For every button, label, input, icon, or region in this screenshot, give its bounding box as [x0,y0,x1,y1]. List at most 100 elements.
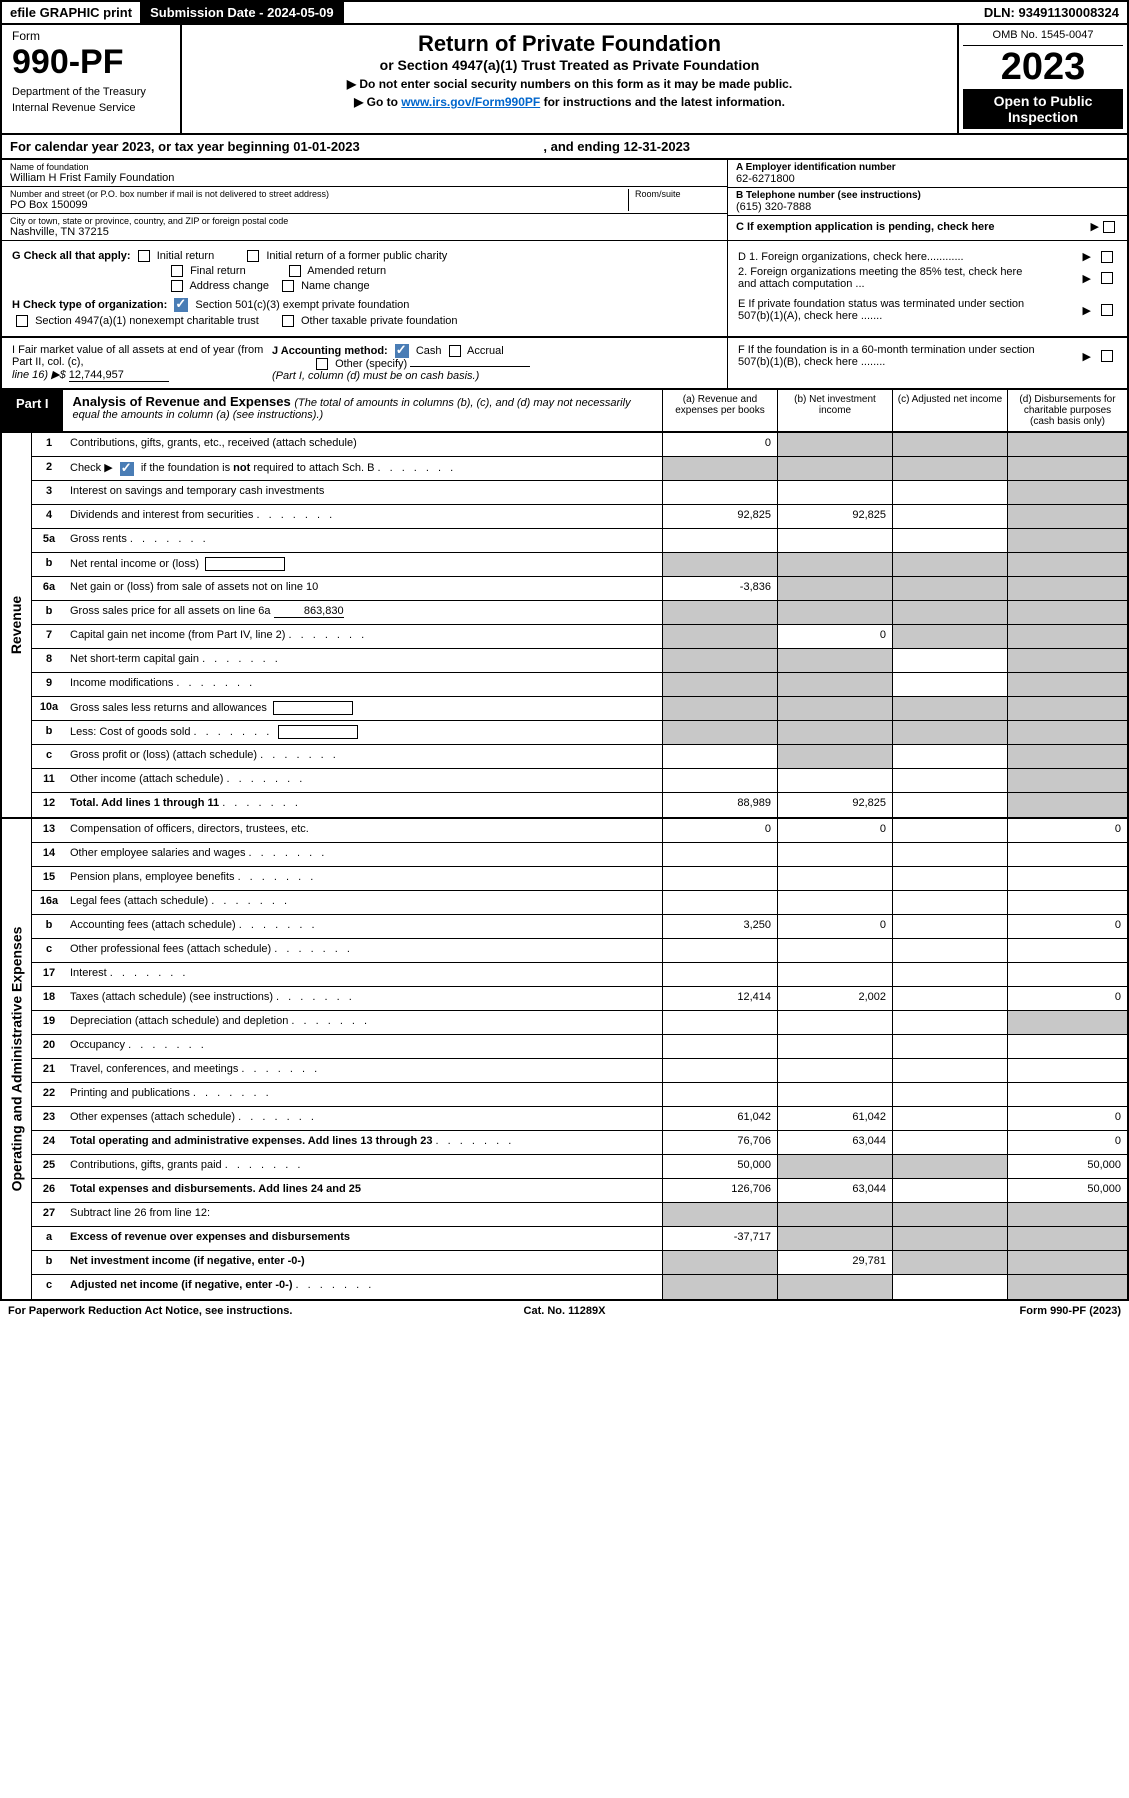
h-other-checkbox[interactable] [282,315,294,327]
table-row: 9Income modifications . . . . . . . [32,673,1127,697]
amount-cell [892,457,1007,480]
g-address-checkbox[interactable] [171,280,183,292]
submission-date: Submission Date - 2024-05-09 [140,2,344,23]
amount-cell: 0 [777,625,892,648]
col-c-head: (c) Adjusted net income [892,390,1007,431]
amount-cell [662,625,777,648]
amount-cell: 0 [1007,819,1127,842]
amount-cell [892,1059,1007,1082]
h-501c3-checkbox[interactable] [174,298,188,312]
amount-cell [777,1011,892,1034]
open-1: Open to Public [967,93,1119,109]
amount-cell [892,721,1007,744]
amount-cell [892,1107,1007,1130]
amount-cell [1007,433,1127,456]
table-row: 20Occupancy . . . . . . . [32,1035,1127,1059]
amount-cell [777,867,892,890]
row-num: 21 [32,1059,66,1082]
amount-cell [1007,505,1127,528]
amount-cell [662,843,777,866]
amount-cell [777,697,892,720]
form-header: Form 990-PF Department of the Treasury I… [0,25,1129,135]
h-4947-checkbox[interactable] [16,315,28,327]
revenue-label: Revenue [9,596,25,654]
table-row: 2Check ▶ if the foundation is not requir… [32,457,1127,481]
info-right: A Employer identification number 62-6271… [727,160,1127,240]
row-desc: Depreciation (attach schedule) and deple… [66,1011,662,1034]
header-left: Form 990-PF Department of the Treasury I… [2,25,182,133]
row-num: 24 [32,1131,66,1154]
amount-cell [1007,1275,1127,1299]
amount-cell [777,529,892,552]
row-num: 6a [32,577,66,600]
table-row: 15Pension plans, employee benefits . . .… [32,867,1127,891]
g-label: G Check all that apply: [12,250,131,262]
check-right-de: D 1. Foreign organizations, check here..… [727,241,1127,336]
footer-left: For Paperwork Reduction Act Notice, see … [8,1305,292,1317]
amount-cell [1007,577,1127,600]
irs-link[interactable]: www.irs.gov/Form990PF [401,95,540,109]
top-bar: efile GRAPHIC print Submission Date - 20… [0,0,1129,25]
row-desc: Other employee salaries and wages . . . … [66,843,662,866]
row-desc: Excess of revenue over expenses and disb… [66,1227,662,1250]
c-row: C If exemption application is pending, c… [728,216,1127,237]
amount-cell [892,891,1007,914]
row-num: 2 [32,457,66,480]
row-num: c [32,939,66,962]
g-amended: Amended return [307,265,386,277]
table-row: 18Taxes (attach schedule) (see instructi… [32,987,1127,1011]
e-checkbox[interactable] [1101,304,1113,316]
amount-cell [1007,529,1127,552]
d1-checkbox[interactable] [1101,251,1113,263]
row-desc: Other income (attach schedule) . . . . .… [66,769,662,792]
g-initial-checkbox[interactable] [138,250,150,262]
row-desc: Other professional fees (attach schedule… [66,939,662,962]
amount-cell [892,963,1007,986]
amount-cell [892,915,1007,938]
row-num: 11 [32,769,66,792]
row-desc: Total. Add lines 1 through 11 . . . . . … [66,793,662,817]
row-desc: Contributions, gifts, grants paid . . . … [66,1155,662,1178]
j-other-checkbox[interactable] [316,358,328,370]
c-checkbox[interactable] [1103,221,1115,233]
table-row: 22Printing and publications . . . . . . … [32,1083,1127,1107]
row-num: 16a [32,891,66,914]
row-num: 18 [32,987,66,1010]
table-row: 7Capital gain net income (from Part IV, … [32,625,1127,649]
amount-cell: 0 [777,819,892,842]
row-desc: Total operating and administrative expen… [66,1131,662,1154]
g-address: Address change [189,280,269,292]
table-row: 14Other employee salaries and wages . . … [32,843,1127,867]
amount-cell [662,649,777,672]
f-checkbox[interactable] [1101,350,1113,362]
amount-cell: 0 [662,819,777,842]
j-label: J Accounting method: [272,345,388,357]
amount-cell [662,697,777,720]
open-public: Open to Public Inspection [963,89,1123,129]
j-accrual-checkbox[interactable] [449,345,461,357]
g-initial-former-checkbox[interactable] [247,250,259,262]
header-right: OMB No. 1545-0047 2023 Open to Public In… [957,25,1127,133]
row-desc: Gross rents . . . . . . . [66,529,662,552]
foundation-name: William H Frist Family Foundation [10,172,719,184]
amount-cell [777,481,892,504]
i-line: line 16) ▶$ [12,369,69,381]
amount-cell: 0 [662,433,777,456]
row-num: 4 [32,505,66,528]
amount-cell [1007,1203,1127,1226]
row-desc: Interest on savings and temporary cash i… [66,481,662,504]
j-cash-checkbox[interactable] [395,344,409,358]
g-amended-checkbox[interactable] [289,265,301,277]
calendar-year-row: For calendar year 2023, or tax year begi… [0,135,1129,160]
amount-cell: 61,042 [662,1107,777,1130]
amount-cell [662,1203,777,1226]
d2-checkbox[interactable] [1101,272,1113,284]
amount-cell [892,793,1007,817]
g-final-checkbox[interactable] [171,265,183,277]
amount-cell [892,1011,1007,1034]
amount-cell [1007,481,1127,504]
g-initial: Initial return [157,250,214,262]
amount-cell: 92,825 [777,505,892,528]
g-name-checkbox[interactable] [282,280,294,292]
table-row: 27Subtract line 26 from line 12: [32,1203,1127,1227]
